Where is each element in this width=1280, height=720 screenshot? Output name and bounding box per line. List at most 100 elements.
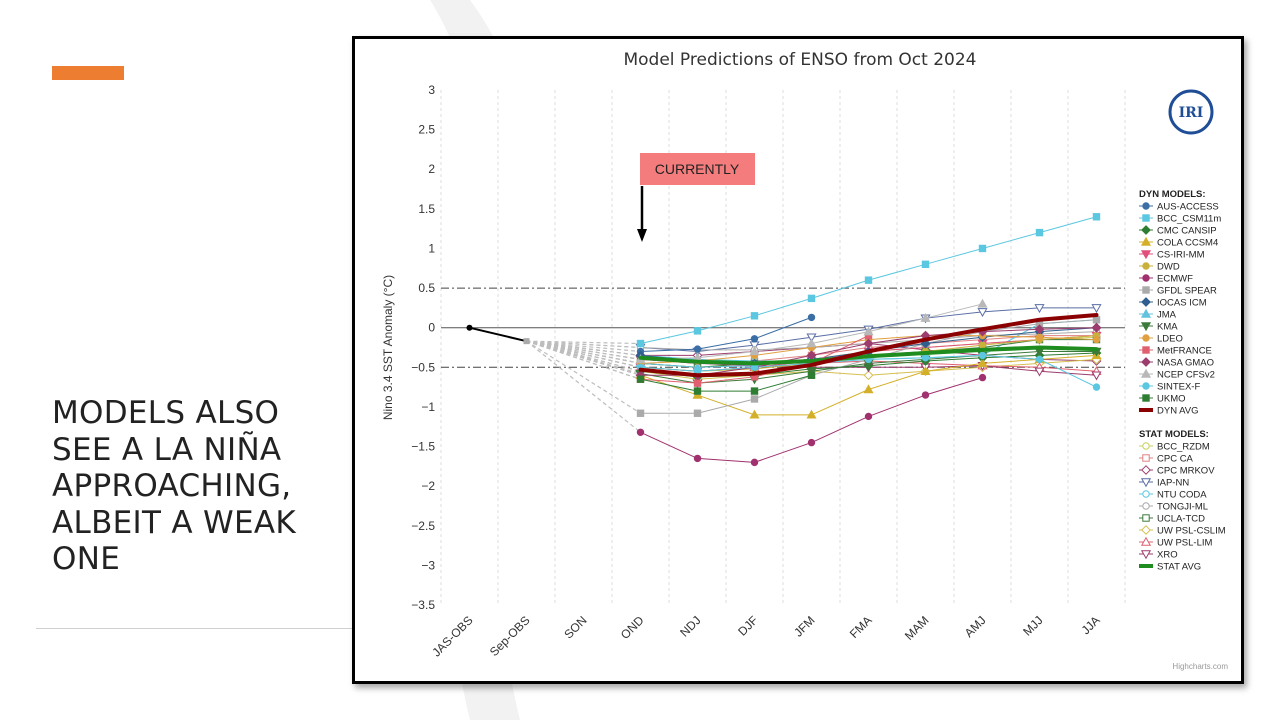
- legend-label: NASA GMAO: [1157, 358, 1214, 369]
- legend-item: BCC_RZDM: [1139, 442, 1210, 453]
- chart-frame: Model Predictions of ENSO from Oct 2024 3…: [352, 36, 1244, 684]
- y-tick-label: −2: [421, 479, 435, 493]
- data-point: [636, 409, 645, 417]
- data-point: [1142, 202, 1150, 210]
- connector-line: [526, 340, 641, 414]
- data-point: [807, 313, 816, 322]
- data-point: [1092, 316, 1101, 324]
- data-point: [749, 409, 760, 419]
- slide-headline: MODELS ALSO SEE A LA NIÑA APPROACHING, A…: [52, 395, 342, 578]
- data-point: [1141, 357, 1151, 367]
- legend-item: IOCAS ICM: [1139, 297, 1207, 309]
- data-point: [864, 412, 873, 421]
- connector-line: [526, 340, 641, 353]
- annotation-arrow-head: [637, 229, 647, 242]
- logo-text: IRI: [1179, 105, 1204, 121]
- connector-line: [526, 340, 641, 345]
- legend-item: LDEO: [1139, 334, 1183, 345]
- data-point: [863, 370, 874, 381]
- enso-chart: Model Predictions of ENSO from Oct 2024 3…: [381, 50, 1228, 671]
- legend-label: CS-IRI-MM: [1157, 250, 1205, 261]
- legend-item: SINTEX-F: [1139, 382, 1200, 393]
- series-dyn-model: [636, 313, 816, 356]
- y-tick-label: −3: [421, 558, 435, 572]
- legend-label: KMA: [1157, 322, 1178, 333]
- legend-item: BCC_CSM11m: [1139, 214, 1221, 225]
- data-point: [1092, 335, 1101, 344]
- x-tick-label: DJF: [735, 613, 760, 638]
- x-tick-label: JAS-OBS: [429, 613, 475, 659]
- data-point: [978, 351, 987, 360]
- data-point: [920, 312, 931, 322]
- data-point: [807, 294, 816, 303]
- legend-label: XRO: [1157, 550, 1178, 561]
- data-point: [750, 458, 759, 467]
- data-point: [864, 276, 873, 284]
- data-point: [1091, 322, 1102, 333]
- data-point: [1034, 367, 1045, 377]
- data-point: [1142, 442, 1150, 450]
- series-line: [469, 326, 527, 343]
- data-point: [978, 244, 987, 253]
- data-point: [693, 454, 702, 463]
- legend-item: CS-IRI-MM: [1139, 250, 1205, 261]
- connector-line: [526, 340, 641, 380]
- y-tick-label: −3.5: [411, 598, 435, 612]
- data-point: [863, 326, 874, 336]
- legend-label: ECMWF: [1157, 274, 1193, 285]
- data-point: [1140, 322, 1152, 332]
- legend-item: TONGJI-ML: [1139, 502, 1208, 513]
- data-point: [1141, 225, 1151, 235]
- data-point: [1142, 502, 1150, 510]
- series-line: [640, 374, 812, 392]
- data-point: [1142, 334, 1150, 342]
- data-point: [863, 338, 874, 349]
- series-stat-avg: [638, 345, 1099, 366]
- data-point: [636, 428, 645, 436]
- y-tick-label: 2.5: [418, 123, 435, 137]
- legend-item: STAT AVG: [1139, 562, 1201, 573]
- chart-credit: Highcharts.com: [1172, 662, 1228, 671]
- logo-ring: [1168, 89, 1214, 135]
- connector-line: [526, 340, 641, 372]
- legend-item: CPC CA: [1139, 454, 1194, 465]
- y-tick-label: −0.5: [411, 360, 435, 374]
- legend-item: UCLA-TCD: [1139, 514, 1205, 525]
- legend-label: CPC MRKOV: [1157, 466, 1215, 477]
- data-point: [921, 391, 930, 399]
- series-line: [638, 345, 1099, 366]
- data-point: [1141, 297, 1151, 307]
- data-point: [1142, 454, 1150, 462]
- legend-label: STAT AVG: [1157, 562, 1201, 573]
- data-point: [1035, 333, 1044, 341]
- data-point: [807, 438, 816, 447]
- data-point: [1142, 214, 1150, 222]
- data-point: [693, 409, 702, 417]
- y-tick-label: 0: [428, 321, 435, 335]
- legend-item: DWD: [1139, 262, 1180, 273]
- data-point: [1140, 536, 1152, 546]
- legend-item: DYN AVG: [1139, 406, 1199, 417]
- legend-header: STAT MODELS:: [1139, 429, 1209, 440]
- data-point: [523, 338, 530, 345]
- y-axis-ticks: 3 2.5 2 1.5 1 0.5 0 −0.5 −1 −1.5 −2 −2.5 −3 −3.5: [411, 83, 435, 612]
- data-point: [1140, 550, 1152, 560]
- data-point: [1092, 383, 1101, 391]
- x-tick-label: Sep-OBS: [487, 613, 533, 659]
- data-point: [1142, 514, 1150, 522]
- legend-label: CPC CA: [1157, 454, 1194, 465]
- data-point: [750, 387, 759, 395]
- legend-label: LDEO: [1157, 334, 1183, 345]
- data-point: [1140, 236, 1152, 246]
- data-point: [1092, 213, 1101, 221]
- data-point: [806, 333, 817, 343]
- x-tick-label: SON: [561, 613, 589, 641]
- legend-label: BCC_CSM11m: [1157, 214, 1221, 225]
- x-tick-label: MJJ: [1020, 613, 1045, 638]
- data-point: [806, 338, 817, 348]
- series-dyn-model: [636, 373, 987, 467]
- legend-item: NTU CODA: [1139, 490, 1207, 501]
- data-point: [750, 395, 759, 403]
- data-point: [1035, 355, 1044, 364]
